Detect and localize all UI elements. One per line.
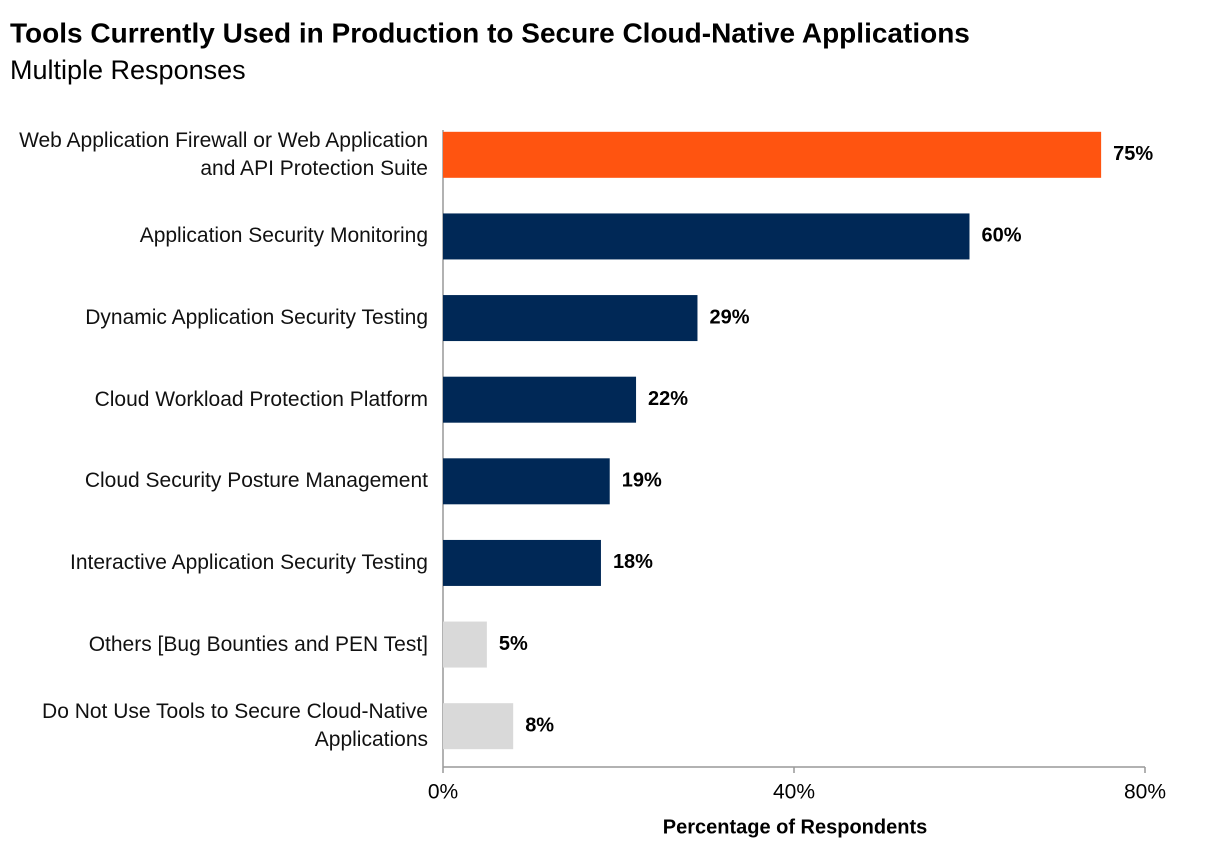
bar — [443, 376, 637, 423]
x-tick-label: 80% — [1124, 781, 1166, 804]
bar — [443, 458, 610, 505]
bar — [443, 703, 514, 750]
bar — [443, 295, 698, 342]
value-label: 18% — [613, 551, 653, 573]
y-tick-label: Cloud Security Posture Management — [84, 469, 428, 493]
value-label: 22% — [648, 388, 688, 410]
x-tick-label: 0% — [428, 781, 458, 804]
value-label: 8% — [525, 714, 554, 736]
value-label: 19% — [622, 470, 662, 492]
value-label: 5% — [499, 633, 528, 655]
x-axis-title: Percentage of Respondents — [663, 816, 928, 838]
y-tick-label: Do Not Use Tools to Secure Cloud-Native … — [42, 700, 428, 752]
y-tick-label: Web Application Firewall or Web Applicat… — [19, 128, 428, 180]
bar — [443, 213, 970, 260]
value-label: 75% — [1113, 143, 1153, 165]
y-tick-label: Interactive Application Security Testing — [70, 550, 428, 574]
x-tick-label: 40% — [773, 781, 815, 804]
value-label: 29% — [709, 306, 749, 328]
bar — [443, 539, 601, 586]
chart-subtitle: Multiple Responses — [10, 55, 246, 85]
y-tick-label: Cloud Workload Protection Platform — [94, 387, 428, 411]
chart-title: Tools Currently Used in Production to Se… — [10, 17, 970, 48]
y-tick-label: Others [Bug Bounties and PEN Test] — [88, 632, 428, 656]
y-tick-label: Dynamic Application Security Testing — [85, 306, 428, 330]
bar — [443, 131, 1102, 178]
value-label: 60% — [982, 225, 1022, 247]
bar — [443, 621, 487, 668]
y-tick-label: Application Security Monitoring — [139, 224, 428, 248]
